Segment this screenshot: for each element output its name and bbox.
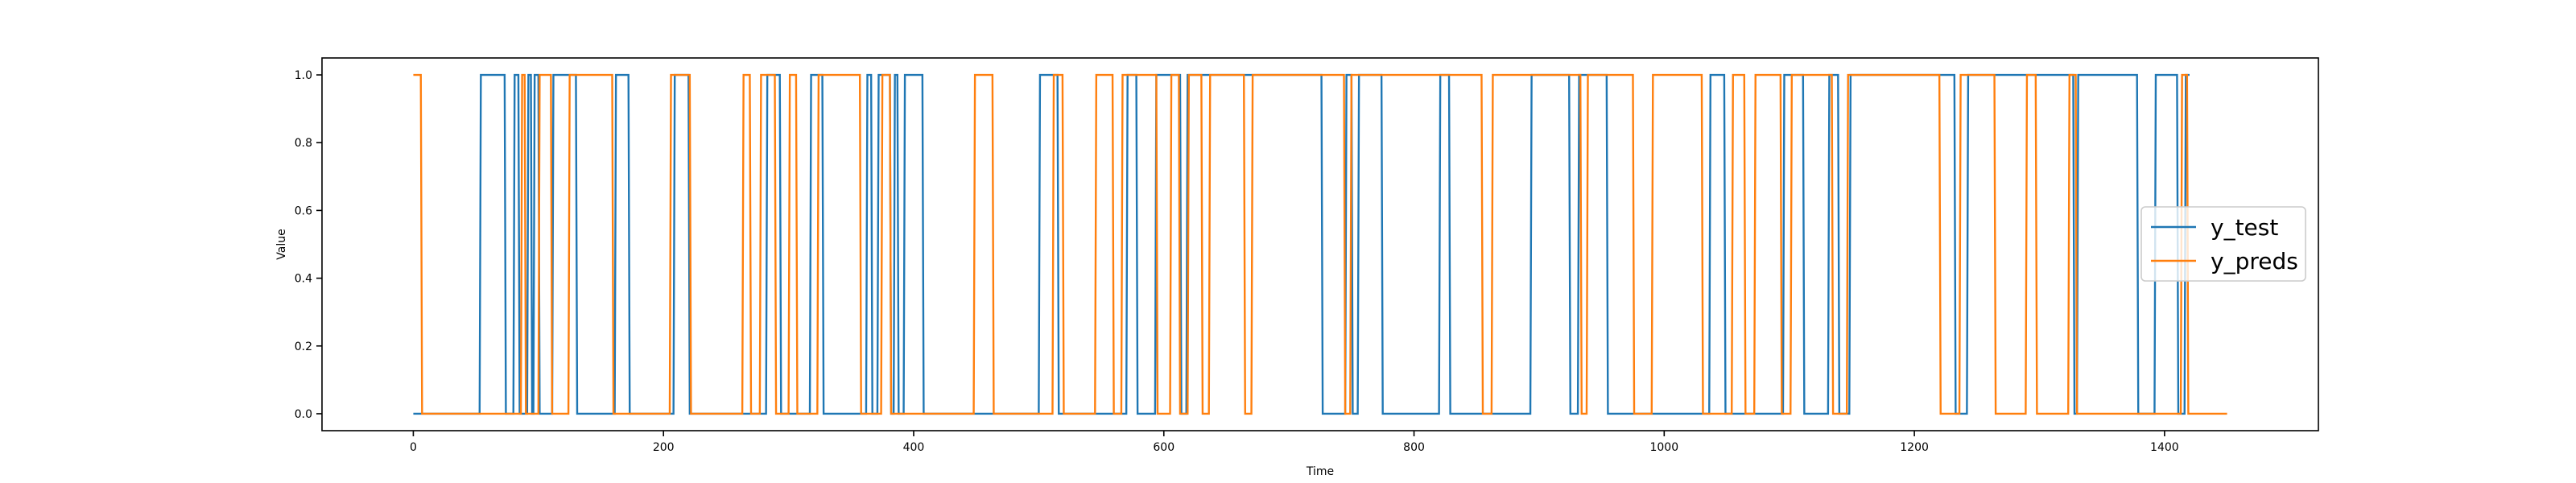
legend: y_test y_preds bbox=[2140, 206, 2306, 282]
x-tick-label: 1200 bbox=[1900, 441, 1929, 454]
series-layer bbox=[413, 73, 2227, 415]
x-tick-label: 600 bbox=[1153, 441, 1174, 454]
legend-label: y_preds bbox=[2211, 248, 2298, 275]
y-tick-label: 0.4 bbox=[295, 273, 312, 286]
x-tick-label: 200 bbox=[653, 441, 675, 454]
x-tick-label: 0 bbox=[410, 441, 417, 454]
x-tick-label: 1400 bbox=[2150, 441, 2179, 454]
x-tick-label: 1000 bbox=[1649, 441, 1678, 454]
y-tick-label: 0.0 bbox=[295, 408, 312, 421]
y-tick-label: 1.0 bbox=[295, 69, 312, 82]
x-tick-label: 800 bbox=[1403, 441, 1425, 454]
y-axis-label: Value bbox=[275, 229, 288, 259]
y-tick-label: 0.6 bbox=[295, 204, 312, 217]
y-axis-ticks: 0.0 0.2 0.4 0.6 0.8 1.0 bbox=[295, 69, 322, 421]
legend-label: y_test bbox=[2211, 214, 2278, 241]
x-axis-ticks: 0 200 400 600 800 1000 1200 1400 bbox=[410, 431, 2179, 454]
series-line-y-preds bbox=[413, 73, 2227, 415]
x-tick-label: 400 bbox=[903, 441, 925, 454]
y-tick-label: 0.2 bbox=[295, 341, 312, 353]
axes-frame bbox=[321, 57, 2319, 431]
x-axis-label: Time bbox=[1306, 465, 1334, 478]
y-tick-label: 0.8 bbox=[295, 137, 312, 150]
legend-box bbox=[2140, 206, 2306, 282]
series-line-y-test bbox=[413, 73, 2190, 415]
